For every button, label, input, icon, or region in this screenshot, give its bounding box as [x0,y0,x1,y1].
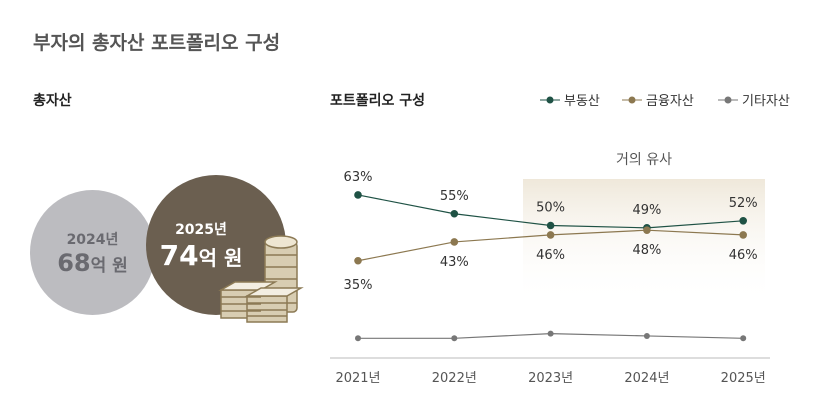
legend-financial: 금융자산 [622,90,694,109]
data-point [643,226,651,234]
year-2025: 2025년 [175,221,227,238]
data-point [546,221,555,230]
data-label: 63% [344,170,373,185]
legend-marker-other [718,96,738,103]
x-tick-label: 2025년 [721,371,766,386]
data-point [547,330,554,337]
data-label: 50% [536,201,565,216]
similar-region-highlight [523,179,765,304]
x-tick-label: 2021년 [335,371,380,386]
legend-other: 기타자산 [718,90,790,109]
data-point [450,238,459,246]
legend-marker-financial [622,96,642,103]
legend-marker-real-estate [540,96,560,103]
data-point [354,256,362,265]
data-point [450,209,459,218]
legend-label: 기타자산 [742,94,790,109]
data-point [739,217,747,225]
data-label: 46% [536,248,565,263]
annotation-label: 거의 유사 [616,152,672,168]
data-label: 49% [632,203,661,218]
chart-title: 포트폴리오 구성 [330,93,426,109]
data-point [354,191,362,199]
money-icon [218,235,304,323]
x-tick-label: 2022년 [432,371,477,386]
data-point [451,335,458,342]
page-title: 부자의 총자산 포트폴리오 구성 [33,32,281,54]
legend-real-estate: 부동산 [540,90,600,109]
data-point [740,335,747,342]
data-point [739,231,747,239]
data-label: 52% [729,196,758,211]
data-label: 43% [440,255,469,270]
amount-2025: 74 [159,238,199,272]
amount-2024: 68 [57,248,91,277]
data-point [643,332,650,339]
year-2024: 2024년 [66,231,119,248]
legend-label: 부동산 [564,94,600,109]
data-label: 35% [344,278,373,293]
x-tick-label: 2023년 [528,371,573,386]
unit-2025: 억 원 [198,245,243,270]
data-point [355,335,361,342]
total-2024-circle: 2024년 68억 원 [30,190,155,315]
total-assets-heading: 총자산 [33,93,72,109]
legend-label: 금융자산 [646,94,694,109]
x-tick-label: 2024년 [624,371,669,386]
data-point [546,231,555,239]
data-label: 48% [632,243,661,258]
data-label: 55% [440,189,469,204]
data-label: 46% [729,248,758,263]
unit-2024: 억 원 [90,255,128,276]
